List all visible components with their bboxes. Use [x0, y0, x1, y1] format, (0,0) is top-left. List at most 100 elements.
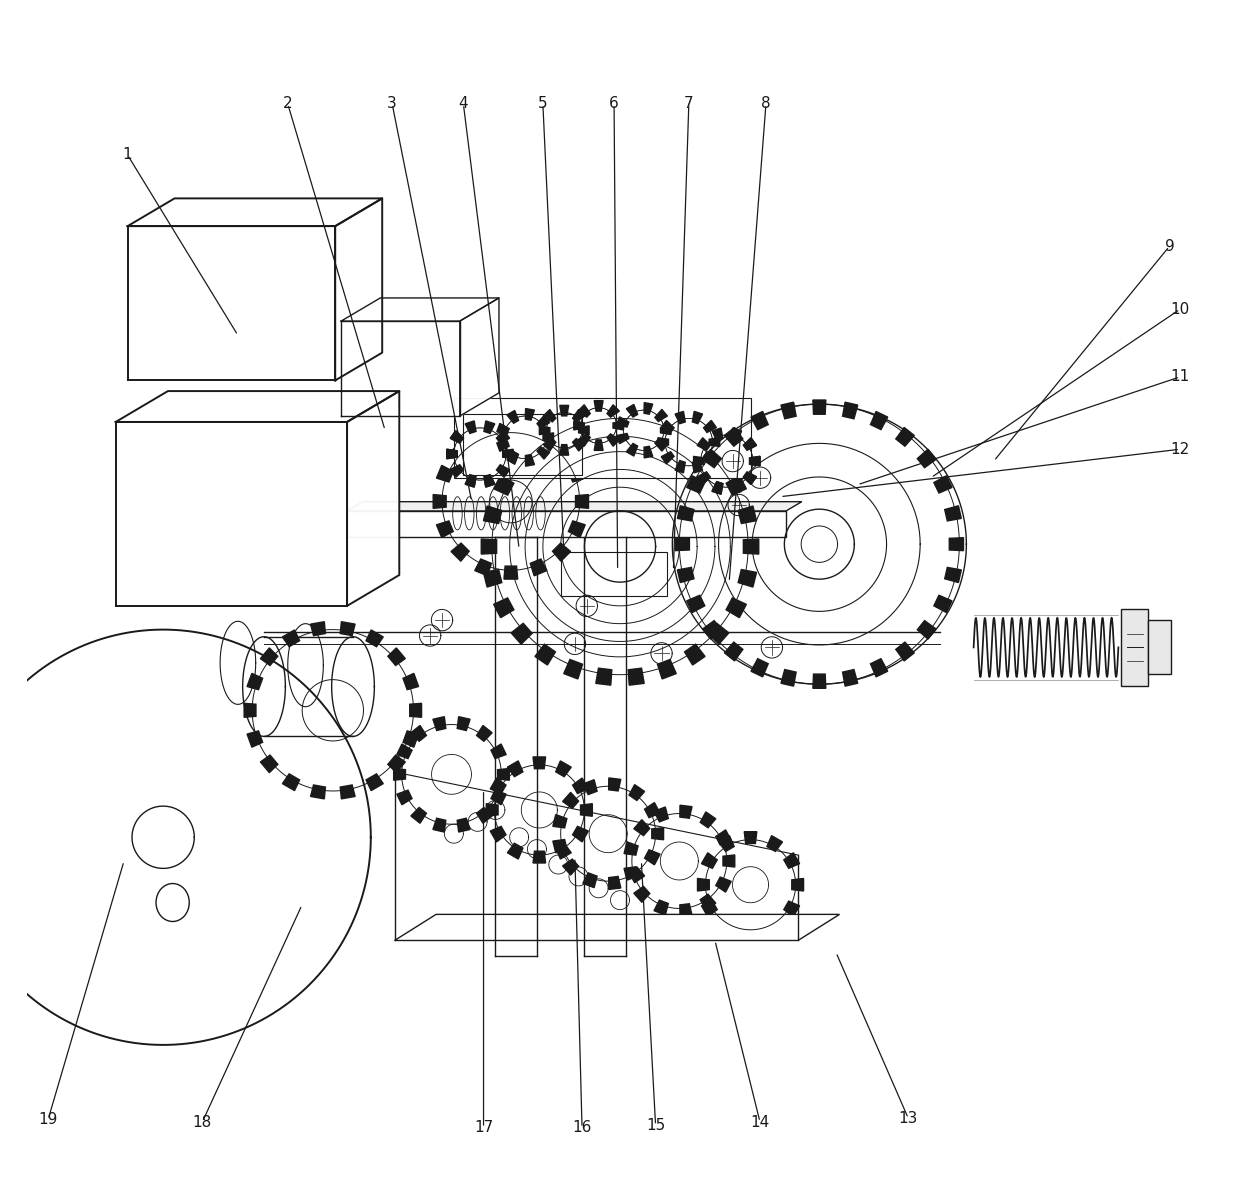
Polygon shape: [655, 440, 667, 451]
Polygon shape: [730, 481, 742, 494]
Polygon shape: [335, 198, 382, 380]
Polygon shape: [403, 674, 419, 690]
Polygon shape: [454, 398, 750, 478]
Polygon shape: [715, 830, 732, 845]
Polygon shape: [934, 475, 952, 493]
Polygon shape: [507, 760, 523, 777]
Polygon shape: [697, 878, 709, 891]
Polygon shape: [680, 805, 692, 819]
Polygon shape: [537, 416, 549, 428]
Polygon shape: [366, 773, 383, 791]
Polygon shape: [559, 405, 569, 416]
Polygon shape: [575, 494, 589, 508]
Polygon shape: [738, 506, 756, 524]
Polygon shape: [475, 426, 491, 444]
Polygon shape: [693, 456, 704, 466]
Polygon shape: [393, 769, 405, 781]
Polygon shape: [697, 437, 711, 450]
Polygon shape: [531, 560, 547, 576]
Polygon shape: [684, 644, 706, 665]
Polygon shape: [484, 569, 502, 587]
Polygon shape: [743, 539, 759, 554]
Polygon shape: [507, 410, 518, 423]
Polygon shape: [347, 511, 786, 537]
Polygon shape: [526, 455, 534, 466]
Polygon shape: [644, 403, 652, 415]
Polygon shape: [484, 506, 502, 524]
Text: 11: 11: [1171, 369, 1189, 385]
Polygon shape: [465, 421, 476, 434]
Polygon shape: [578, 405, 590, 417]
Polygon shape: [553, 543, 570, 561]
Text: 9: 9: [1164, 239, 1174, 254]
Polygon shape: [727, 598, 746, 618]
Polygon shape: [511, 624, 532, 644]
Polygon shape: [724, 642, 743, 661]
Polygon shape: [497, 423, 510, 434]
Polygon shape: [503, 567, 518, 579]
Polygon shape: [553, 442, 570, 460]
Polygon shape: [347, 391, 399, 606]
Polygon shape: [644, 447, 652, 457]
Polygon shape: [715, 877, 732, 892]
Polygon shape: [624, 867, 639, 880]
Polygon shape: [751, 658, 769, 677]
Polygon shape: [260, 647, 278, 665]
Polygon shape: [608, 434, 619, 447]
Polygon shape: [484, 474, 495, 487]
Polygon shape: [460, 298, 498, 416]
Polygon shape: [573, 410, 585, 422]
Polygon shape: [1121, 608, 1148, 685]
Polygon shape: [684, 428, 706, 449]
Polygon shape: [539, 425, 549, 435]
Polygon shape: [465, 474, 476, 487]
Polygon shape: [497, 769, 510, 781]
Polygon shape: [433, 494, 446, 508]
Polygon shape: [784, 902, 800, 917]
Polygon shape: [616, 434, 629, 443]
Polygon shape: [692, 411, 703, 424]
Polygon shape: [450, 465, 464, 478]
Polygon shape: [594, 440, 603, 450]
Polygon shape: [594, 440, 603, 450]
Polygon shape: [496, 430, 510, 443]
Polygon shape: [701, 811, 715, 828]
Polygon shape: [870, 658, 888, 677]
Polygon shape: [476, 726, 492, 741]
Polygon shape: [655, 410, 667, 422]
Polygon shape: [446, 449, 458, 459]
Polygon shape: [727, 475, 746, 495]
Polygon shape: [491, 790, 506, 804]
Polygon shape: [1148, 620, 1171, 675]
Polygon shape: [451, 442, 469, 460]
Polygon shape: [645, 803, 660, 817]
Polygon shape: [450, 430, 464, 443]
Polygon shape: [934, 595, 952, 613]
Polygon shape: [388, 647, 405, 665]
Polygon shape: [563, 792, 579, 808]
Polygon shape: [629, 407, 645, 425]
Polygon shape: [724, 428, 743, 447]
Polygon shape: [559, 444, 569, 455]
Polygon shape: [559, 405, 569, 416]
Polygon shape: [918, 620, 936, 639]
Polygon shape: [496, 465, 510, 478]
Polygon shape: [730, 428, 742, 441]
Polygon shape: [652, 828, 663, 840]
Polygon shape: [697, 472, 711, 485]
Text: 18: 18: [192, 1114, 212, 1130]
Polygon shape: [496, 465, 510, 478]
Polygon shape: [676, 538, 689, 550]
Polygon shape: [484, 474, 495, 487]
Polygon shape: [629, 867, 645, 883]
Polygon shape: [497, 441, 510, 451]
Polygon shape: [556, 760, 572, 777]
Polygon shape: [692, 411, 703, 424]
Polygon shape: [465, 474, 476, 487]
Polygon shape: [657, 659, 676, 680]
Polygon shape: [537, 416, 549, 428]
Polygon shape: [697, 472, 711, 485]
Polygon shape: [766, 835, 782, 852]
Polygon shape: [465, 421, 476, 434]
Polygon shape: [578, 434, 590, 447]
